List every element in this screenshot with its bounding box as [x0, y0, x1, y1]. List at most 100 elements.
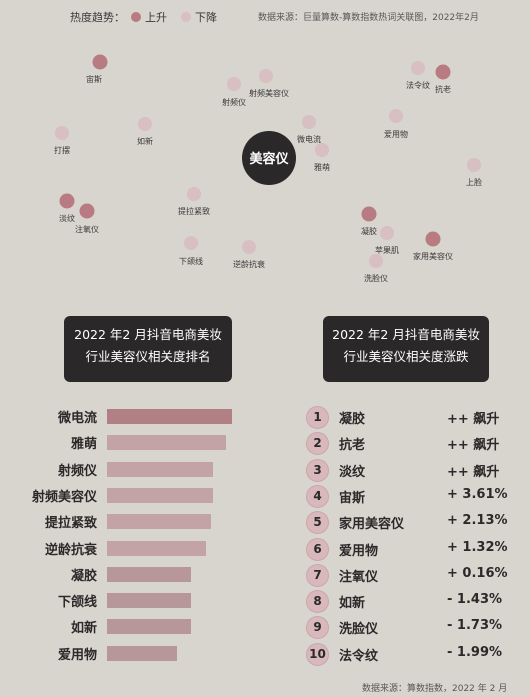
rank-change: + 3.61% [447, 486, 508, 502]
rank-keyword: 凝胶 [339, 412, 366, 427]
rank-number: 5 [306, 511, 329, 535]
keyword-node-label: 苹果肌 [375, 245, 399, 255]
keyword-node [435, 64, 451, 80]
bar-label: 雅萌 [70, 437, 97, 453]
bar [107, 593, 191, 609]
keyword-node-label: 凝胶 [361, 226, 377, 236]
keyword-node-label: 射频仪 [222, 97, 246, 107]
rank-row: 6 爱用物 + 1.32% [306, 537, 526, 563]
rank-keyword: 爱用物 [339, 543, 379, 559]
rank-row: 3 淡纹 ++ 飙升 [306, 458, 526, 484]
keyword-node [302, 115, 316, 129]
ranking-title: 2022 年2 月抖音电商美妆 行业美容仪相关度排名 [64, 316, 232, 382]
rank-row: 2 抗老 ++ 飙升 [306, 431, 526, 457]
keyword-node [184, 236, 198, 250]
bar [107, 566, 191, 582]
keyword-node-label: 宙斯 [86, 74, 102, 84]
change-title-line1: 2022 年2 月抖音电商美妆 [332, 327, 480, 342]
keyword-node [79, 203, 95, 219]
rank-change: ++ 飙升 [447, 412, 500, 427]
rank-change: - 1.99% [447, 644, 503, 660]
rank-change: - 1.73% [447, 618, 503, 634]
rank-keyword: 抗老 [339, 438, 366, 454]
rank-number: 7 [306, 563, 329, 587]
rank-keyword: 洗脸仪 [339, 622, 379, 638]
rank-change: - 1.43% [447, 592, 503, 608]
bar-row: 微电流 [0, 403, 260, 429]
keyword-node [467, 158, 481, 172]
rank-number: 10 [306, 642, 329, 666]
rank-keyword: 家用美容仪 [339, 517, 405, 533]
rank-keyword: 法令纹 [339, 648, 379, 664]
bar-label: 爱用物 [57, 647, 97, 663]
keyword-node [425, 231, 441, 247]
keyword-node [411, 61, 425, 75]
bar [107, 435, 226, 451]
keyword-node-label: 爱用物 [384, 129, 408, 139]
keyword-node [59, 193, 75, 209]
rank-row: 1 凝胶 ++ 飙升 [306, 405, 526, 431]
bar-label: 凝胶 [70, 568, 97, 584]
keyword-node [55, 126, 69, 140]
keyword-node-label: 下颌线 [179, 256, 203, 266]
trend-legend: 热度趋势： 上升 下降 [70, 9, 217, 25]
rank-keyword: 宙斯 [339, 490, 366, 506]
bar [107, 645, 177, 661]
keyword-node [315, 143, 329, 157]
bar-label: 逆龄抗衰 [44, 542, 97, 558]
rank-change: + 2.13% [447, 513, 508, 529]
bar-row: 逆龄抗衰 [0, 535, 260, 561]
rank-number: 3 [306, 458, 329, 482]
keyword-node [138, 117, 152, 131]
rank-change: ++ 飙升 [447, 438, 500, 454]
bar-row: 射频美容仪 [0, 482, 260, 508]
keyword-node-label: 淡纹 [59, 213, 75, 223]
rank-row: 5 家用美容仪 + 2.13% [306, 510, 526, 536]
rank-number: 2 [306, 432, 329, 456]
keyword-node-label: 射频美容仪 [249, 88, 289, 98]
keyword-node-label: 上脸 [466, 177, 482, 187]
keyword-node [380, 226, 394, 240]
rank-change: + 0.16% [447, 565, 508, 581]
rank-row: 10 法令纹 - 1.99% [306, 642, 526, 668]
rank-number: 1 [306, 406, 329, 429]
bar-label: 如新 [70, 621, 97, 637]
rank-number: 9 [306, 616, 329, 640]
bar [107, 619, 191, 635]
keyword-node-label: 如新 [137, 136, 153, 146]
keyword-node-label: 打摆 [54, 145, 70, 155]
bar-label: 提拉紧致 [44, 516, 97, 532]
keyword-node-label: 提拉紧致 [178, 206, 210, 216]
bar [107, 409, 232, 424]
bar-row: 提拉紧致 [0, 508, 260, 534]
rank-number: 6 [306, 537, 329, 561]
rank-keyword: 淡纹 [339, 464, 366, 480]
change-title: 2022 年2 月抖音电商美妆 行业美容仪相关度涨跌 [323, 316, 489, 382]
keyword-node-label: 微电流 [297, 134, 321, 144]
keyword-node [369, 254, 383, 268]
bar-row: 射频仪 [0, 456, 260, 482]
ranking-title-line1: 2022 年2 月抖音电商美妆 [74, 327, 222, 342]
keyword-node-label: 注氧仪 [75, 224, 99, 234]
keyword-node [227, 77, 241, 91]
rank-row: 9 洗脸仪 - 1.73% [306, 615, 526, 641]
bar [107, 514, 211, 530]
bar [107, 540, 206, 556]
legend-down-label: 下降 [195, 11, 217, 24]
keyword-node-label: 逆龄抗衰 [233, 259, 265, 269]
legend-title: 热度趋势： [70, 11, 125, 24]
bar-label: 射频美容仪 [31, 489, 97, 505]
keyword-node [242, 240, 256, 254]
bar-row: 如新 [0, 613, 260, 639]
bar-row: 雅萌 [0, 429, 260, 455]
keyword-node [187, 187, 201, 201]
legend-up-label: 上升 [145, 11, 167, 24]
keyword-node-label: 法令纹 [406, 80, 430, 90]
bar [107, 487, 214, 503]
legend-up-dot [131, 12, 141, 22]
bar [107, 461, 214, 477]
bar-row: 爱用物 [0, 640, 260, 666]
rank-row: 7 注氧仪 + 0.16% [306, 563, 526, 589]
rank-number: 8 [306, 590, 329, 614]
